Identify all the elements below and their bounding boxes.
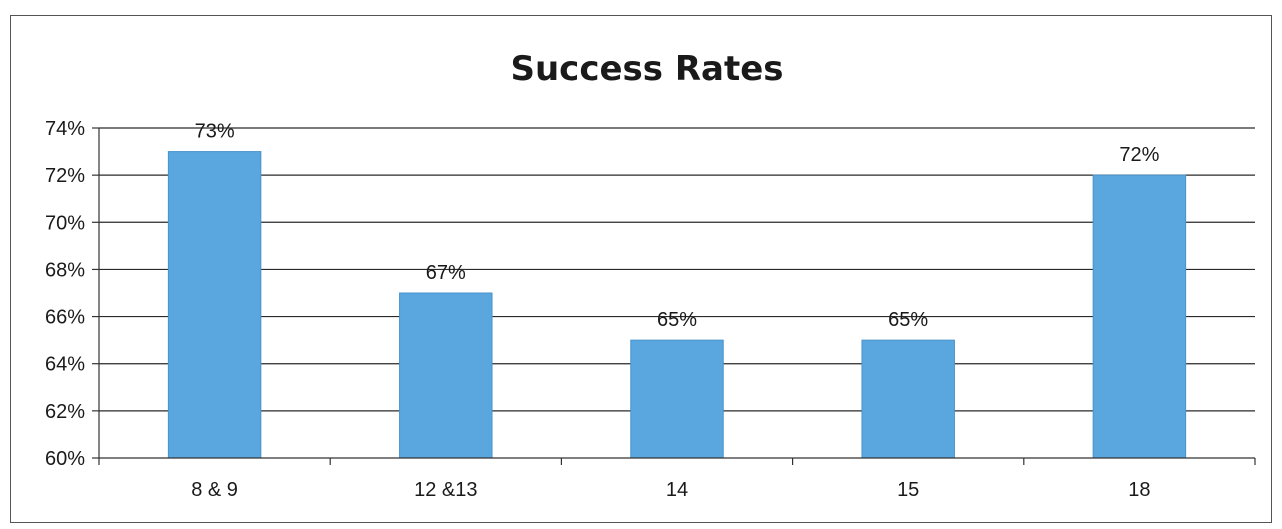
bar [167, 151, 262, 459]
labels: 60% 62% 64% 66% 68% 70% 72% 74% 73% 8 & 9 67% 12 &1… [45, 118, 1160, 501]
data-label: 65% [657, 309, 697, 331]
data-label: 65% [888, 309, 928, 331]
axes [92, 127, 1256, 465]
success-rates-chart: Success Rates 60% 62% 64% 66% 68% 70% 72% 74% 73… [45, 49, 1256, 501]
y-tick-label: 72% [45, 165, 85, 187]
y-tick-label: 66% [45, 307, 85, 329]
y-tick-label: 60% [45, 448, 85, 470]
x-tick-label: 12 &13 [414, 479, 477, 501]
bar [861, 339, 955, 459]
x-tick-label: 14 [666, 479, 688, 501]
bar [1092, 174, 1187, 459]
data-label: 73% [195, 121, 235, 143]
y-tick-label: 62% [45, 401, 85, 423]
data-label: 72% [1119, 144, 1159, 166]
y-tick-label: 68% [45, 259, 85, 281]
y-tick-label: 70% [45, 212, 85, 234]
y-tick-label: 74% [45, 118, 85, 140]
x-tick-label: 18 [1128, 479, 1150, 501]
chart-title: Success Rates [510, 49, 783, 89]
data-label: 67% [426, 262, 466, 284]
bar [399, 292, 493, 459]
y-tick-label: 64% [45, 354, 85, 376]
chart-frame: Success Rates 60% 62% 64% 66% 68% 70% 72% 74% 73… [10, 15, 1272, 523]
x-tick-label: 8 & 9 [191, 479, 238, 501]
bar [630, 339, 724, 459]
x-tick-label: 15 [897, 479, 919, 501]
gridlines [99, 127, 1255, 412]
bars [167, 151, 1187, 459]
